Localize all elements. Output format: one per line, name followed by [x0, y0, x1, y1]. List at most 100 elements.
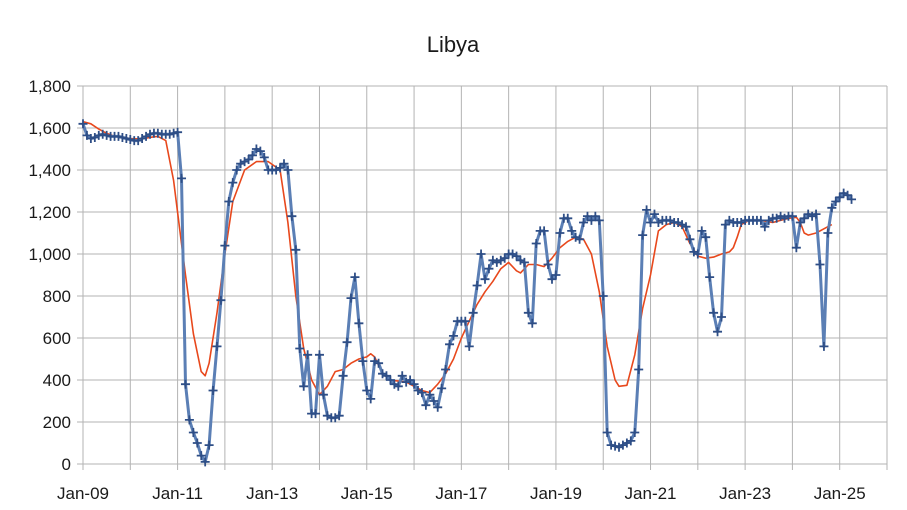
- data-point: [303, 350, 313, 360]
- y-tick-label: 600: [43, 329, 71, 348]
- data-point: [437, 383, 447, 393]
- data-point: [791, 243, 801, 253]
- data-point: [358, 356, 368, 366]
- data-point: [500, 253, 510, 263]
- data-point: [311, 409, 321, 419]
- data-point: [464, 341, 474, 351]
- series: [78, 119, 857, 467]
- data-point: [646, 218, 656, 227]
- data-point: [720, 220, 730, 230]
- data-point: [547, 274, 557, 284]
- data-point: [555, 228, 565, 238]
- data-point: [334, 411, 344, 421]
- data-point: [827, 203, 837, 213]
- data-point: [701, 232, 711, 242]
- y-tick-label: 1,800: [28, 77, 71, 96]
- data-point: [421, 400, 431, 410]
- data-point: [173, 127, 183, 137]
- data-point: [409, 379, 419, 389]
- data-point: [685, 234, 695, 244]
- data-point: [472, 281, 482, 290]
- data-point: [224, 197, 234, 206]
- data-point: [693, 249, 703, 259]
- data-point: [299, 381, 309, 391]
- data-point: [468, 308, 478, 318]
- data-point: [381, 371, 391, 381]
- data-point: [405, 375, 415, 385]
- data-point: [760, 222, 770, 232]
- y-tick-label: 200: [43, 413, 71, 432]
- tick-labels: 0 200 400 600 800 1,000 1,200 1,400 1,600 1,800 Ja…: [28, 77, 865, 503]
- data-point: [232, 165, 242, 175]
- data-point: [389, 379, 399, 389]
- data-point: [815, 260, 825, 269]
- data-point: [165, 129, 175, 139]
- data-point: [374, 358, 384, 368]
- data-point: [425, 390, 435, 400]
- data-point: [681, 222, 691, 232]
- y-tick-label: 1,600: [28, 119, 71, 138]
- data-point: [519, 257, 529, 267]
- data-point: [610, 441, 620, 451]
- data-point: [795, 218, 805, 227]
- data-point: [823, 228, 833, 238]
- data-point: [448, 331, 458, 341]
- data-point: [606, 440, 616, 450]
- data-point: [350, 272, 360, 282]
- data-point: [121, 134, 131, 143]
- x-tick-label: Jan-13: [246, 484, 298, 503]
- data-point: [598, 291, 608, 301]
- data-point: [188, 428, 198, 437]
- x-tick-label: Jan-15: [341, 484, 393, 503]
- axes: [77, 85, 888, 470]
- data-point: [342, 337, 352, 347]
- data-point: [811, 209, 821, 219]
- data-point: [590, 211, 600, 221]
- data-point: [787, 211, 797, 221]
- data-point: [803, 209, 813, 219]
- data-point: [346, 293, 356, 303]
- y-tick-label: 1,400: [28, 161, 71, 180]
- data-point: [575, 234, 585, 244]
- data-point: [843, 190, 853, 200]
- data-point: [579, 218, 589, 227]
- data-point: [523, 308, 533, 318]
- data-point: [539, 226, 549, 236]
- data-point: [228, 178, 238, 188]
- data-point: [567, 226, 577, 236]
- data-point: [287, 211, 297, 221]
- data-point: [847, 194, 857, 204]
- data-point: [102, 130, 112, 140]
- data-point: [429, 396, 439, 406]
- data-point: [543, 260, 553, 269]
- data-point: [756, 215, 766, 225]
- data-point: [839, 188, 849, 198]
- data-point: [393, 381, 403, 391]
- data-point: [180, 379, 190, 389]
- monthly-series-line: [81, 123, 853, 464]
- data-point: [330, 413, 340, 423]
- data-point: [677, 220, 687, 230]
- data-point: [354, 318, 364, 328]
- data-point: [204, 440, 214, 450]
- data-point: [86, 134, 96, 143]
- data-point: [551, 270, 561, 280]
- data-point: [582, 211, 592, 221]
- data-point: [90, 132, 100, 142]
- data-point: [417, 388, 427, 398]
- data-point: [295, 344, 305, 353]
- y-tick-label: 0: [62, 455, 71, 474]
- data-point: [255, 146, 265, 156]
- data-point: [366, 394, 376, 404]
- data-point: [531, 239, 541, 248]
- data-point: [208, 386, 218, 395]
- data-point: [799, 213, 809, 223]
- data-point: [634, 365, 644, 374]
- data-point: [638, 230, 648, 240]
- data-point: [196, 451, 206, 461]
- data-point: [314, 350, 324, 360]
- data-point: [385, 375, 395, 385]
- data-point: [705, 272, 715, 282]
- data-point: [338, 371, 348, 381]
- data-point: [649, 209, 659, 219]
